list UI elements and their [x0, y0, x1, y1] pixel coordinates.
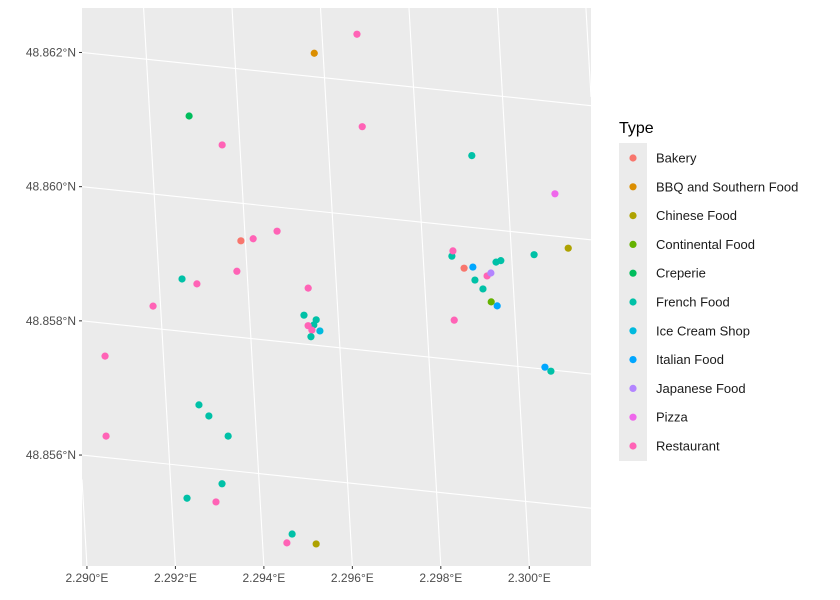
legend-label: French Food [656, 295, 730, 310]
point-french-food [300, 311, 308, 319]
point-restaurant [102, 432, 110, 440]
point-restaurant [304, 284, 312, 292]
point-french-food [479, 285, 487, 293]
y-tick-label: 48.860°N [26, 180, 76, 194]
point-french-food [288, 530, 296, 538]
legend-label: Restaurant [656, 439, 720, 454]
point-italian-food [469, 263, 477, 271]
legend-label: Creperie [656, 266, 706, 281]
legend: Type Bakery BBQ and Southern Food Chinese … [619, 120, 798, 461]
legend-label: Continental Food [656, 237, 755, 252]
x-tick-label: 2.298°E [419, 571, 462, 585]
x-tick-label: 2.294°E [242, 571, 285, 585]
point-chinese-food [564, 244, 572, 252]
y-tick-label: 48.856°N [26, 448, 76, 462]
point-bakery [237, 237, 245, 245]
legend-key [629, 240, 637, 248]
legend-label: Italian Food [656, 352, 724, 367]
point-continental-food [487, 298, 495, 306]
legend-label: BBQ and Southern Food [656, 179, 798, 194]
legend-key [629, 442, 637, 450]
point-restaurant [149, 302, 157, 310]
point-pizza [551, 190, 559, 198]
grid-line-lat [82, 454, 591, 509]
point-french-food [183, 494, 191, 502]
grid-line-lat [82, 320, 591, 375]
point-italian-food [541, 363, 549, 371]
point-restaurant [308, 326, 316, 334]
point-restaurant [101, 352, 109, 360]
y-tick-label: 48.862°N [26, 45, 76, 59]
point-chinese-food [312, 540, 320, 548]
legend-label: Bakery [656, 151, 697, 166]
legend-key [629, 384, 637, 392]
grid-line-lon [496, 8, 530, 566]
point-bbq-and-southern-food [310, 49, 318, 57]
legend-key [629, 154, 637, 162]
point-french-food [468, 151, 476, 160]
x-tick-label: 2.296°E [331, 571, 374, 585]
point-restaurant [353, 30, 361, 38]
points-layer [101, 30, 572, 548]
grid-line-lon [143, 8, 176, 566]
x-tick-label: 2.300°E [508, 571, 551, 585]
point-french-food [205, 412, 213, 420]
legend-key [629, 269, 637, 277]
x-tick-label: 2.292°E [154, 571, 197, 585]
legend-label: Japanese Food [656, 381, 746, 396]
point-restaurant [233, 267, 241, 275]
legend-key [629, 413, 637, 421]
legend-label: Pizza [656, 410, 689, 425]
point-restaurant [193, 280, 201, 288]
point-french-food [530, 251, 538, 259]
legend-key [629, 356, 637, 364]
legend-key [629, 183, 637, 191]
point-japanese-food [487, 269, 495, 277]
point-restaurant [449, 247, 457, 255]
grid-line-lon [319, 8, 353, 566]
legend-key [629, 298, 637, 306]
point-restaurant [249, 235, 257, 243]
point-ice-cream-shop [316, 327, 324, 335]
grid-line-lon [585, 8, 591, 97]
point-french-food [547, 367, 555, 375]
legend-label: Ice Cream Shop [656, 323, 750, 338]
point-french-food [195, 401, 203, 409]
point-restaurant [450, 316, 458, 324]
point-french-food [471, 276, 479, 284]
point-restaurant [273, 227, 281, 235]
point-french-food [218, 480, 226, 488]
grid-line-lon [408, 8, 442, 566]
y-tick-label: 48.858°N [26, 314, 76, 328]
axes: 2.290°E 2.292°E 2.294°E 2.296°E 2.298°E 2.300… [26, 45, 551, 585]
point-restaurant [212, 498, 220, 506]
point-french-food [307, 333, 315, 341]
grid-line-lat [82, 186, 591, 241]
legend-title: Type [619, 120, 654, 137]
graticule [82, 8, 591, 566]
x-tick-label: 2.290°E [66, 571, 109, 585]
point-restaurant [358, 123, 366, 131]
legend-key [629, 212, 637, 220]
point-french-food [178, 275, 186, 283]
point-restaurant [283, 539, 291, 547]
legend-key [629, 327, 637, 335]
point-italian-food [493, 302, 501, 310]
grid-line-lat [82, 51, 591, 107]
point-french-food [497, 257, 505, 265]
point-french-food [224, 432, 232, 440]
legend-label: Chinese Food [656, 208, 737, 223]
point-restaurant [218, 141, 226, 149]
grid-line-lon [82, 479, 88, 566]
point-creperie [185, 112, 193, 120]
point-bakery [460, 264, 468, 272]
